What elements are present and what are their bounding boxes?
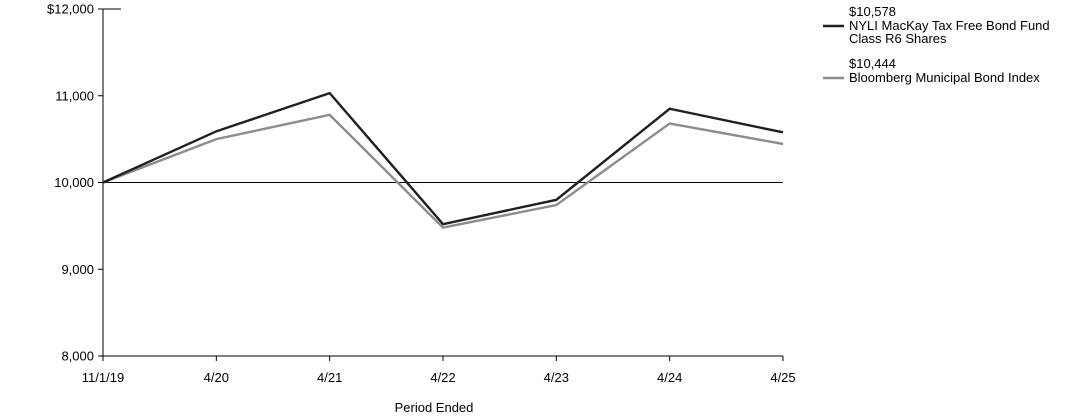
y-tick-label: $12,000: [47, 2, 94, 17]
x-tick-label: 4/25: [770, 370, 795, 385]
series-line-index: [102, 113, 784, 229]
x-axis-title: Period Ended: [395, 400, 474, 415]
x-tick-label: 4/24: [657, 370, 682, 385]
x-tick-label: 11/1/19: [82, 370, 124, 385]
legend-end-value: $10,444: [849, 56, 896, 71]
y-tick-label: 10,000: [54, 175, 94, 190]
series-lines: [102, 91, 784, 229]
x-tick-label: 4/23: [544, 370, 569, 385]
series-line-fund: [102, 91, 784, 226]
y-tick-label: 11,000: [55, 88, 94, 103]
legend-series-name: Bloomberg Municipal Bond Index: [849, 70, 1040, 85]
y-tick-label: 9,000: [61, 262, 94, 277]
legend-end-value: $10,578: [849, 4, 896, 19]
x-axis: 11/1/19 4/20 4/21 4/22 4/23 4/24 4/25: [82, 355, 796, 385]
legend-series-name: NYLI MacKay Tax Free Bond Fund Class R6 S…: [849, 18, 1050, 46]
x-tick-label: 4/20: [204, 370, 229, 385]
y-axis: 8,000 9,000 10,000 11,000 $12,000: [47, 2, 121, 364]
x-tick-label: 4/21: [317, 370, 342, 385]
y-tick-label: 8,000: [61, 349, 94, 364]
x-tick-label: 4/22: [430, 370, 455, 385]
